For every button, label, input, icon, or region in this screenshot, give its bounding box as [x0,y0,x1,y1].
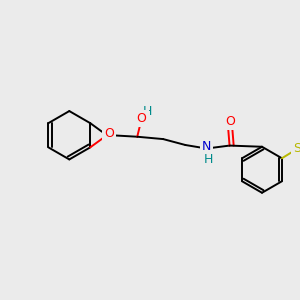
Text: O: O [225,115,235,128]
Text: N: N [202,140,211,153]
Text: O: O [137,112,147,125]
Text: H: H [142,106,152,118]
Text: H: H [204,153,214,166]
Text: S: S [293,142,300,155]
Text: O: O [104,127,114,140]
